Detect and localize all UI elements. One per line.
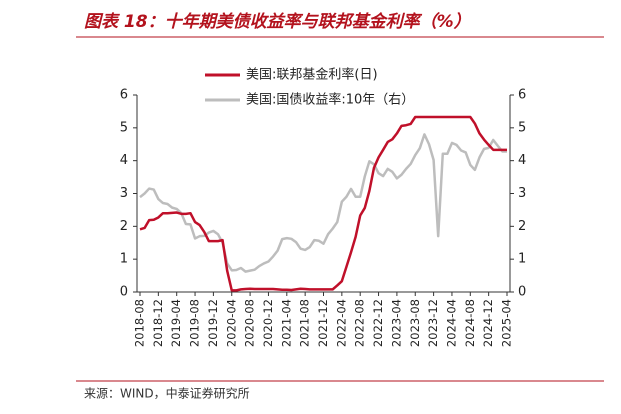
x-tick-label: 2024-04	[444, 299, 458, 347]
y-tick-label: 4	[120, 153, 128, 168]
y2-tick-label: 2	[518, 219, 526, 234]
x-tick-label: 2020-12	[261, 299, 275, 347]
y-tick-label: 1	[120, 252, 128, 267]
y-tick-label: 6	[120, 88, 128, 103]
x-tick-label: 2018-12	[151, 299, 165, 347]
y-tick-label: 3	[120, 186, 128, 201]
x-tick-label: 2019-08	[188, 299, 202, 347]
x-tick-label: 2019-04	[169, 299, 183, 347]
x-tick-label: 2023-08	[408, 299, 422, 347]
x-tick-label: 2024-08	[463, 299, 477, 347]
x-tick-label: 2019-12	[206, 299, 220, 347]
x-tick-label: 2021-12	[316, 299, 330, 347]
x-tick-label: 2020-08	[243, 299, 257, 347]
series-line	[139, 115, 507, 292]
x-tick-label: 2018-08	[133, 299, 147, 347]
x-tick-label: 2021-08	[298, 299, 312, 347]
legend-label: 美国:国债收益率:10年（右）	[246, 92, 414, 108]
x-tick-label: 2023-12	[426, 299, 440, 347]
source: 来源：WIND，中泰证券研究所	[84, 386, 250, 401]
chart-title: 图表 18：十年期美债收益率与联邦基金利率（%）	[84, 12, 471, 32]
y-tick-label: 5	[120, 120, 128, 135]
x-tick-label: 2022-12	[371, 299, 385, 347]
x-tick-label: 2023-04	[389, 299, 403, 347]
y2-tick-label: 5	[518, 120, 526, 135]
x-tick-label: 2025-04	[500, 299, 514, 347]
y-tick-label: 2	[120, 219, 128, 234]
x-tick-label: 2022-08	[353, 299, 367, 347]
y2-tick-label: 4	[518, 153, 526, 168]
y2-tick-label: 3	[518, 186, 526, 201]
x-tick-label: 2020-04	[224, 299, 238, 347]
x-tick-label: 2021-04	[279, 299, 293, 347]
series-line	[139, 133, 507, 273]
x-tick-label: 2024-12	[481, 299, 495, 347]
x-tick-label: 2022-04	[334, 299, 348, 347]
y2-tick-label: 6	[518, 88, 526, 103]
y2-tick-label: 0	[518, 285, 526, 300]
y-tick-label: 0	[120, 285, 128, 300]
legend-label: 美国:联邦基金利率(日)	[246, 67, 378, 83]
y2-tick-label: 1	[518, 252, 526, 267]
